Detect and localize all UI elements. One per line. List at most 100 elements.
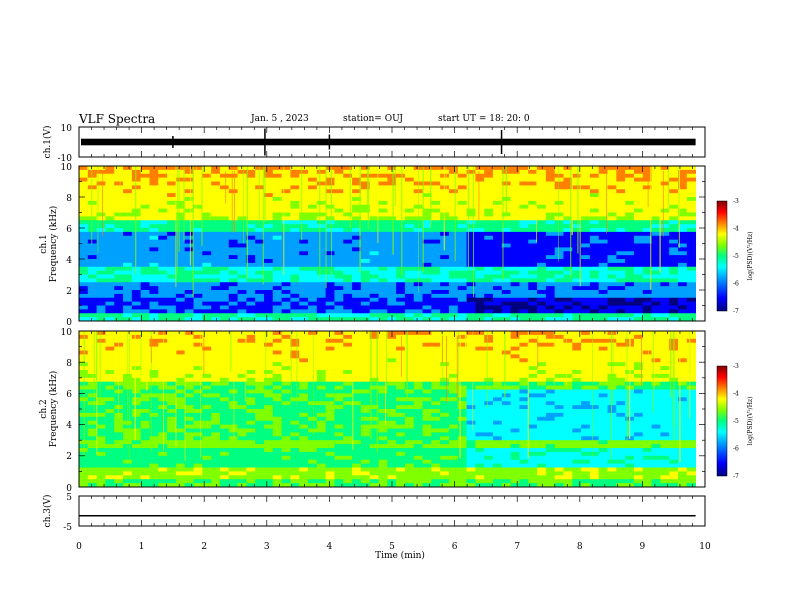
- spec1-cell: [396, 282, 406, 287]
- spec1-cell: [607, 231, 617, 237]
- spec2-cell: [228, 424, 238, 429]
- spec1-cell: [360, 208, 371, 213]
- spec2-cell: [299, 475, 309, 480]
- spec2-cell: [519, 346, 529, 351]
- spec2-cell: [475, 377, 485, 383]
- spec2-cell: [404, 479, 415, 484]
- spec2-cell: [96, 420, 106, 425]
- spec2-cell: [158, 463, 168, 468]
- spec1-cell: [158, 235, 168, 241]
- spec1-cell: [316, 301, 327, 306]
- spec1-cell: [131, 208, 142, 213]
- spec1-cell: [616, 169, 626, 175]
- spec2-cell: [263, 331, 274, 336]
- spec2-cell: [422, 397, 432, 402]
- spec1-cell: [537, 235, 547, 241]
- spec2-cell: [263, 334, 274, 340]
- spec2-cell: [396, 444, 406, 449]
- spec1-cell: [87, 173, 98, 179]
- spec1-cell: [387, 274, 397, 279]
- spec2-cell: [493, 405, 503, 410]
- spec2-cell: [334, 412, 344, 418]
- spec1-cell: [404, 231, 415, 237]
- spec2-cell: [237, 350, 247, 355]
- spec2-cell: [202, 334, 212, 340]
- spec2-cell: [440, 354, 450, 359]
- spec1-cell: [528, 255, 538, 260]
- spec1-cell: [554, 309, 564, 314]
- spec2-cell: [211, 436, 221, 441]
- spec2-cell: [105, 455, 115, 461]
- spec2-cell: [484, 397, 494, 402]
- spec1-cell: [316, 177, 327, 182]
- spec2-cell: [114, 381, 124, 386]
- spec1-cell: [404, 301, 415, 306]
- spec2-cell: [290, 432, 300, 437]
- spec1-cell: [237, 169, 247, 175]
- spec1-cell: [589, 185, 600, 190]
- spec1-cell: [466, 274, 476, 279]
- spec1-cell: [123, 231, 133, 237]
- spec1-cell: [184, 173, 194, 179]
- spec2-cell: [404, 362, 415, 367]
- spec2-cell: [457, 479, 467, 484]
- spec1-cell: [175, 270, 186, 275]
- spec1-cell: [96, 166, 106, 171]
- spec2-cell: [404, 366, 415, 371]
- spec1-cell: [554, 290, 564, 295]
- spec1-cell: [677, 274, 688, 279]
- spec1-cell: [545, 278, 556, 283]
- spec2-cell: [237, 463, 247, 468]
- spec2-cell: [96, 377, 106, 383]
- spec1-cell: [651, 262, 661, 268]
- spec2-cell: [246, 362, 256, 367]
- spec1-cell: [396, 297, 406, 303]
- spec2-cell: [369, 483, 379, 488]
- spec2-cell: [325, 451, 335, 457]
- spec1-cell: [528, 212, 538, 217]
- spec1-cell: [149, 305, 159, 310]
- spec2-cell: [316, 342, 327, 347]
- spec2-cell: [158, 424, 168, 429]
- spec1-cell: [440, 293, 450, 299]
- spec2-cell: [510, 436, 520, 441]
- spec1-cell: [633, 200, 644, 206]
- spec1-cell: [211, 177, 221, 182]
- spec1-cell: [272, 216, 282, 221]
- spec2-cell: [175, 370, 186, 375]
- spec1-cell: [598, 173, 608, 179]
- spec1-cell: [193, 166, 203, 171]
- spec2-cell: [175, 389, 186, 394]
- spec2-cell: [131, 377, 142, 383]
- spec2-cell: [193, 412, 203, 418]
- spec1-cell: [175, 169, 186, 175]
- spec1-cell: [334, 169, 344, 175]
- spec2-cell: [378, 416, 388, 422]
- spec2-cell: [246, 377, 256, 383]
- spec2-cell: [457, 354, 467, 359]
- spec1-cell: [598, 243, 608, 248]
- spec1-cell: [360, 216, 371, 221]
- spec1-cell: [572, 173, 582, 179]
- spec2-cell: [440, 342, 450, 347]
- spec2-cell: [343, 432, 353, 437]
- spec2-cell: [246, 405, 256, 410]
- spec2-cell: [413, 373, 423, 379]
- spec2-cell: [131, 346, 142, 351]
- spec1-cell: [79, 317, 89, 322]
- spec2-cell: [493, 463, 503, 468]
- spec1-cell: [440, 313, 450, 318]
- spec2-cell: [387, 436, 397, 441]
- spec2-cell: [325, 334, 335, 340]
- spec2-cell: [202, 346, 212, 351]
- spec2-cell: [87, 444, 98, 449]
- spec2-cell: [457, 467, 467, 472]
- spec1-cell: [616, 200, 626, 206]
- spec2-cell: [466, 428, 476, 433]
- spec2-cell: [387, 366, 397, 371]
- spec2-cell: [334, 338, 344, 344]
- spec2-cell: [528, 350, 538, 355]
- spec1-cell: [140, 181, 150, 186]
- spec2-cell: [316, 459, 327, 464]
